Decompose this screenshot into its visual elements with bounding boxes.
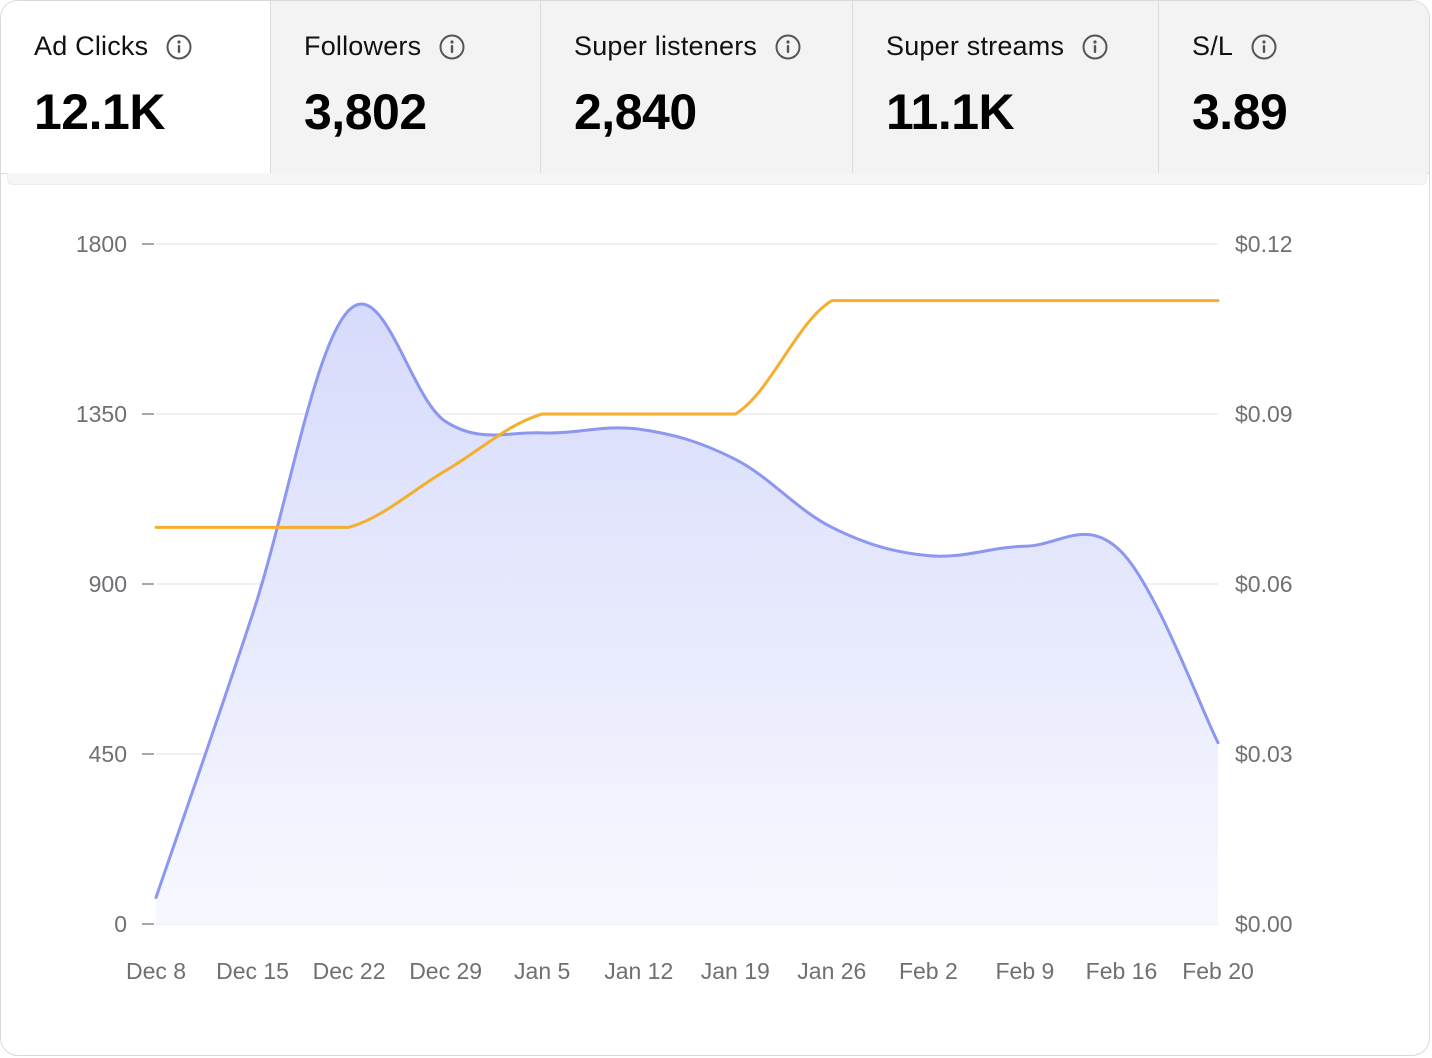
- y-left-tick-label: 0: [114, 911, 127, 937]
- tab-header: Super streams: [886, 31, 1108, 62]
- y-left-tick-label: 1350: [76, 401, 127, 427]
- metric-tabs: Ad Clicks 12.1K Followers 3,802 Super li…: [1, 1, 1429, 174]
- tab-value: 12.1K: [34, 84, 165, 140]
- info-icon[interactable]: [166, 34, 192, 60]
- info-icon[interactable]: [1251, 34, 1277, 60]
- y-right-tick-label: $0.09: [1235, 401, 1293, 427]
- x-tick-label: Dec 8: [126, 958, 186, 984]
- info-icon[interactable]: [1082, 34, 1108, 60]
- tab-ad-clicks[interactable]: Ad Clicks 12.1K: [1, 1, 271, 173]
- tab-value: 11.1K: [886, 84, 1015, 140]
- tab-header: Followers: [304, 31, 465, 62]
- tab-label: Super streams: [886, 31, 1065, 61]
- ad-clicks-area-line: [154, 302, 1220, 900]
- tab-label: Ad Clicks: [34, 31, 149, 61]
- x-tick-label: Dec 15: [216, 958, 289, 984]
- x-tick-label: Jan 12: [604, 958, 673, 984]
- y-right-tick-label: $0.12: [1235, 231, 1293, 257]
- tab-super-listeners[interactable]: Super listeners 2,840: [541, 1, 853, 173]
- x-tick-label: Feb 20: [1182, 958, 1254, 984]
- x-tick-label: Jan 26: [797, 958, 866, 984]
- x-tick-label: Feb 9: [995, 958, 1054, 984]
- y-left-tick-label: 900: [89, 571, 127, 597]
- x-tick-label: Dec 22: [313, 958, 386, 984]
- tab-followers[interactable]: Followers 3,802: [271, 1, 541, 173]
- y-right-tick-label: $0.03: [1235, 741, 1293, 767]
- x-tick-label: Jan 5: [514, 958, 570, 984]
- x-tick-label: Jan 19: [701, 958, 770, 984]
- x-tick-label: Feb 16: [1086, 958, 1158, 984]
- y-left-tick-label: 1800: [76, 231, 127, 257]
- tab-super-streams[interactable]: Super streams 11.1K: [853, 1, 1159, 173]
- y-right-tick-label: $0.06: [1235, 571, 1293, 597]
- tab-header: S/L: [1192, 31, 1277, 62]
- cost-line: [154, 299, 1220, 529]
- tab-header: Super listeners: [574, 31, 801, 62]
- tab-label: S/L: [1192, 31, 1234, 61]
- tab-value: 3.89: [1192, 84, 1288, 140]
- info-icon[interactable]: [439, 34, 465, 60]
- tab-value: 3,802: [304, 84, 427, 140]
- tab-value: 2,840: [574, 84, 697, 140]
- x-tick-label: Dec 29: [409, 958, 482, 984]
- tabs-divider: [7, 173, 1427, 185]
- tab-header: Ad Clicks: [34, 31, 192, 62]
- x-tick-label: Feb 2: [899, 958, 958, 984]
- y-right-tick-label: $0.00: [1235, 911, 1293, 937]
- tab-label: Followers: [304, 31, 422, 61]
- ad-clicks-area-fill: [156, 304, 1218, 925]
- y-left-tick-label: 450: [89, 741, 127, 767]
- info-icon[interactable]: [775, 34, 801, 60]
- tab-label: Super listeners: [574, 31, 758, 61]
- tab-s-l[interactable]: S/L 3.89: [1159, 1, 1429, 173]
